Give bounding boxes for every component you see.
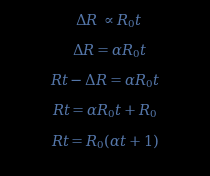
Text: $Rt - \Delta R = \alpha R_0 t$: $Rt - \Delta R = \alpha R_0 t$: [50, 72, 160, 90]
Text: $\Delta R\ \propto R_0 t$: $\Delta R\ \propto R_0 t$: [75, 12, 143, 30]
Text: $Rt = \alpha R_0 t + R_0$: $Rt = \alpha R_0 t + R_0$: [52, 102, 158, 120]
Text: $Rt = R_0(\alpha t + 1)$: $Rt = R_0(\alpha t + 1)$: [51, 132, 159, 150]
Text: $\Delta R = \alpha R_0 t$: $\Delta R = \alpha R_0 t$: [72, 42, 147, 60]
